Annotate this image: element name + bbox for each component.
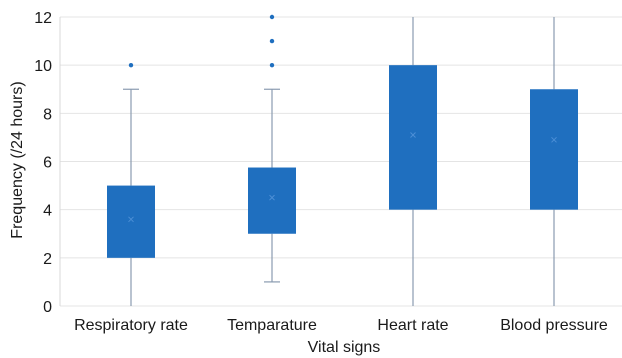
x-tick-labels: Respiratory rate Temparature Heart rate Blo… xyxy=(74,317,608,334)
y-tick-label: 0 xyxy=(43,299,52,316)
mean-marker xyxy=(269,194,275,201)
box-iqr xyxy=(389,65,437,210)
outlier-point xyxy=(128,62,134,68)
box-group xyxy=(107,62,155,306)
box-group xyxy=(248,14,296,283)
box-group xyxy=(389,17,437,306)
x-tick-label: Respiratory rate xyxy=(74,317,188,334)
y-tick-label: 10 xyxy=(34,58,52,75)
x-axis-title: Vital signs xyxy=(308,339,381,356)
y-tick-label: 4 xyxy=(43,203,52,220)
x-tick-label: Heart rate xyxy=(377,317,448,334)
x-tick-label: Blood pressure xyxy=(500,317,608,334)
outlier-point xyxy=(269,14,275,20)
x-tick-label: Temparature xyxy=(227,317,317,334)
mean-marker xyxy=(128,216,134,223)
y-tick-label: 6 xyxy=(43,155,52,172)
outlier-point xyxy=(269,38,275,44)
box-iqr xyxy=(530,89,578,210)
box-iqr xyxy=(107,185,155,258)
box-iqr xyxy=(248,167,296,234)
y-tick-label: 8 xyxy=(43,106,52,123)
y-tick-label: 2 xyxy=(43,251,52,268)
outlier-point xyxy=(269,62,275,68)
y-axis-title: Frequency (/24 hours) xyxy=(9,81,26,238)
boxes xyxy=(107,14,578,306)
y-tick-labels: 0 2 4 6 8 10 12 xyxy=(34,10,52,316)
mean-marker xyxy=(551,136,557,143)
y-tick-label: 12 xyxy=(34,10,52,27)
mean-marker xyxy=(410,132,416,138)
box-group xyxy=(530,17,578,306)
